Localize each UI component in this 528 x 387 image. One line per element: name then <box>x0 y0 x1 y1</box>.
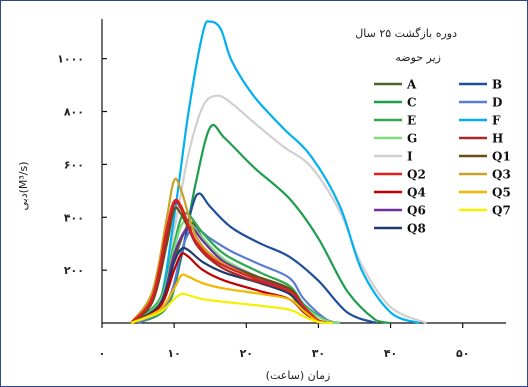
legend-label-q4: Q4 <box>407 186 426 200</box>
legend-label-q5: Q5 <box>492 186 511 200</box>
x-tick-label: ۲۰ <box>240 347 253 360</box>
legend-label-e: E <box>407 114 416 128</box>
y-tick-label: ۱۰۰۰ <box>57 53 84 66</box>
legend-label-a: A <box>406 78 417 92</box>
x-tick-label: ۳۰ <box>312 347 325 360</box>
y-tick-label: ۸۰۰ <box>64 106 84 119</box>
x-tick-label: ۴۰ <box>384 347 397 360</box>
legend-label-q3: Q3 <box>492 168 511 182</box>
series-line-q5 <box>130 273 333 325</box>
x-tick-label: ۵۰ <box>456 347 469 360</box>
legend-title: زیر حوضه <box>395 51 441 64</box>
legend-label-i: I <box>407 150 413 164</box>
legend-label-q7: Q7 <box>492 204 511 218</box>
legend-label-h: H <box>492 132 503 146</box>
legend-label-q1: Q1 <box>492 150 511 164</box>
legend: دوره بازگشت ۲۵ سال زیر حوضه A B C D E F G H I Q1 Q… <box>355 27 511 236</box>
series-line-e <box>130 211 341 325</box>
y-ticks: ۲۰۰ ۴۰۰ ۶۰۰ ۸۰۰ ۱۰۰۰ <box>57 53 107 277</box>
series-line-q2 <box>130 198 334 325</box>
legend-label-c: C <box>407 96 417 110</box>
y-tick-label: ۶۰۰ <box>64 158 84 171</box>
x-tick-label: ۱۰ <box>167 347 180 360</box>
x-ticks: ۰ ۱۰ ۲۰ ۳۰ ۴۰ ۵۰ <box>99 323 469 360</box>
series-lines <box>129 20 428 325</box>
series-line-f <box>137 20 420 325</box>
chart-title: دوره بازگشت ۲۵ سال <box>355 27 457 40</box>
legend-items: A B C D E F G H I Q1 Q2 Q3 Q4 Q5 Q6 Q7 Q8 <box>374 78 511 236</box>
legend-label-d: D <box>492 96 502 110</box>
legend-label-g: G <box>407 132 417 146</box>
legend-label-f: F <box>492 114 501 128</box>
legend-label-q6: Q6 <box>407 204 426 218</box>
legend-label-q2: Q2 <box>407 168 426 182</box>
legend-label-q8: Q8 <box>407 222 426 236</box>
legend-label-b: B <box>492 78 502 92</box>
axes <box>101 19 506 324</box>
y-tick-label: ۴۰۰ <box>64 211 84 224</box>
series-line-q7 <box>130 292 333 325</box>
y-axis-label: دبی(M³/s) <box>17 161 30 210</box>
series-line-i <box>137 94 428 325</box>
y-tick-label: ۲۰۰ <box>64 264 84 277</box>
x-axis-label: زمان (ساعت) <box>266 369 331 382</box>
x-tick-label: ۰ <box>99 347 106 360</box>
